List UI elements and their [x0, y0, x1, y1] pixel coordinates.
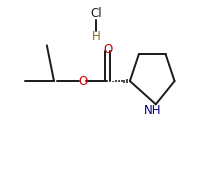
Text: H: H	[92, 30, 100, 43]
Text: O: O	[78, 75, 87, 87]
Text: NH: NH	[144, 104, 161, 117]
Text: Cl: Cl	[90, 7, 102, 20]
Text: O: O	[103, 43, 112, 56]
